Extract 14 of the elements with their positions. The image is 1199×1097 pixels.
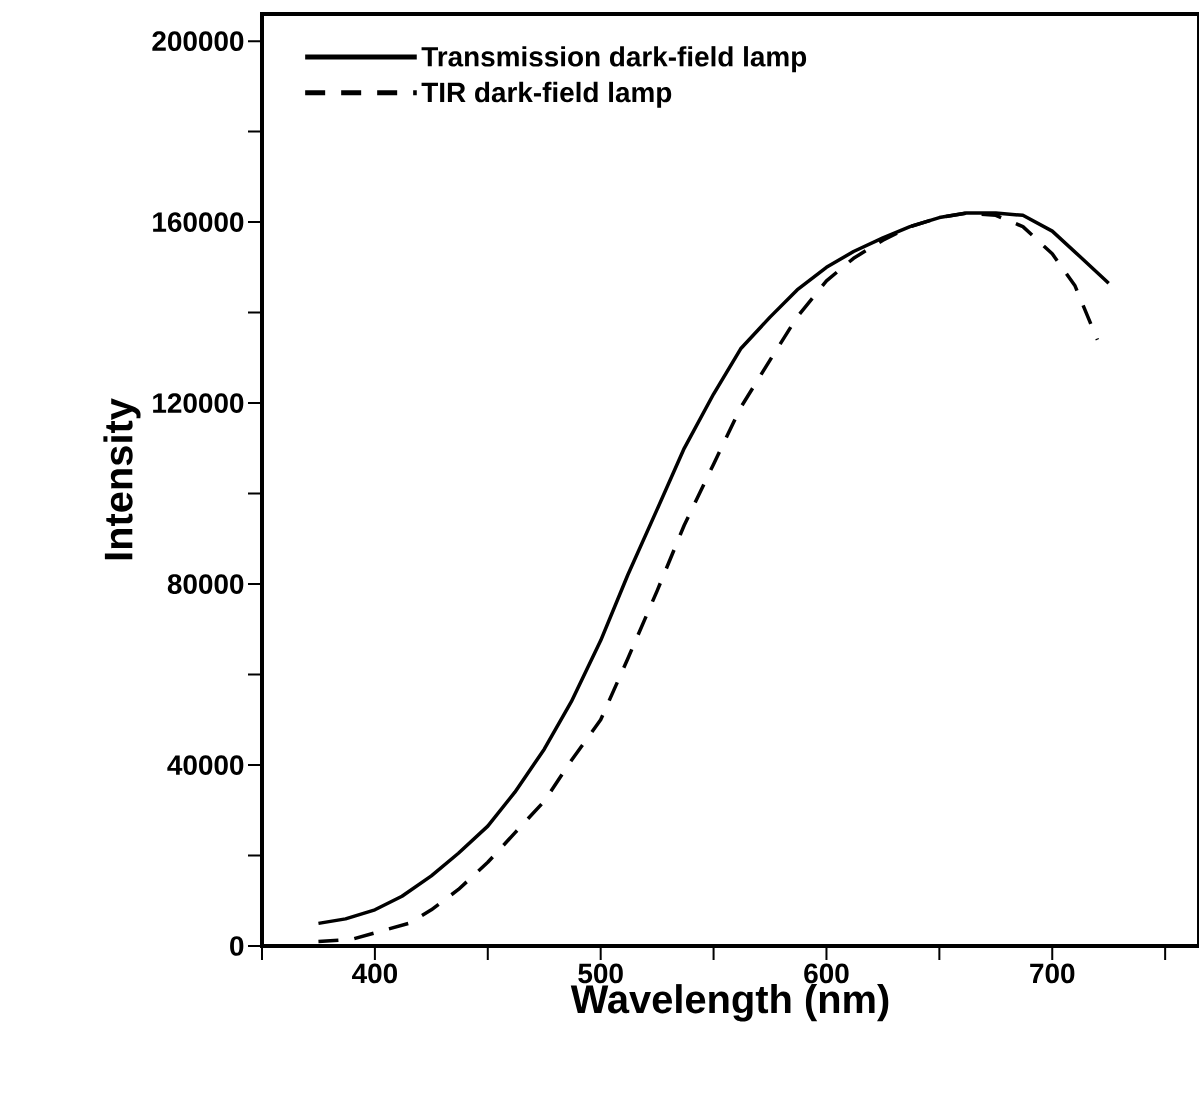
legend-label: TIR dark-field lamp [421, 81, 672, 108]
y-axis-title: Intensity [103, 398, 141, 560]
legend-label: Transmission dark-field lamp [421, 46, 807, 73]
x-tick-label: 700 [1030, 963, 1075, 984]
x-axis-title: Wavelength (nm) [570, 984, 889, 1022]
x-tick-label: 600 [804, 963, 849, 984]
y-tick-label: 160000 [153, 212, 244, 232]
y-tick-label: 40000 [167, 755, 244, 775]
x-tick-label: 500 [578, 963, 623, 984]
y-tick-label: 80000 [167, 574, 244, 594]
y-tick-label: 200000 [152, 31, 244, 51]
y-tick-label: 0 [230, 936, 244, 956]
x-tick-label: 400 [352, 963, 398, 984]
y-tick-label: 120000 [153, 393, 244, 413]
